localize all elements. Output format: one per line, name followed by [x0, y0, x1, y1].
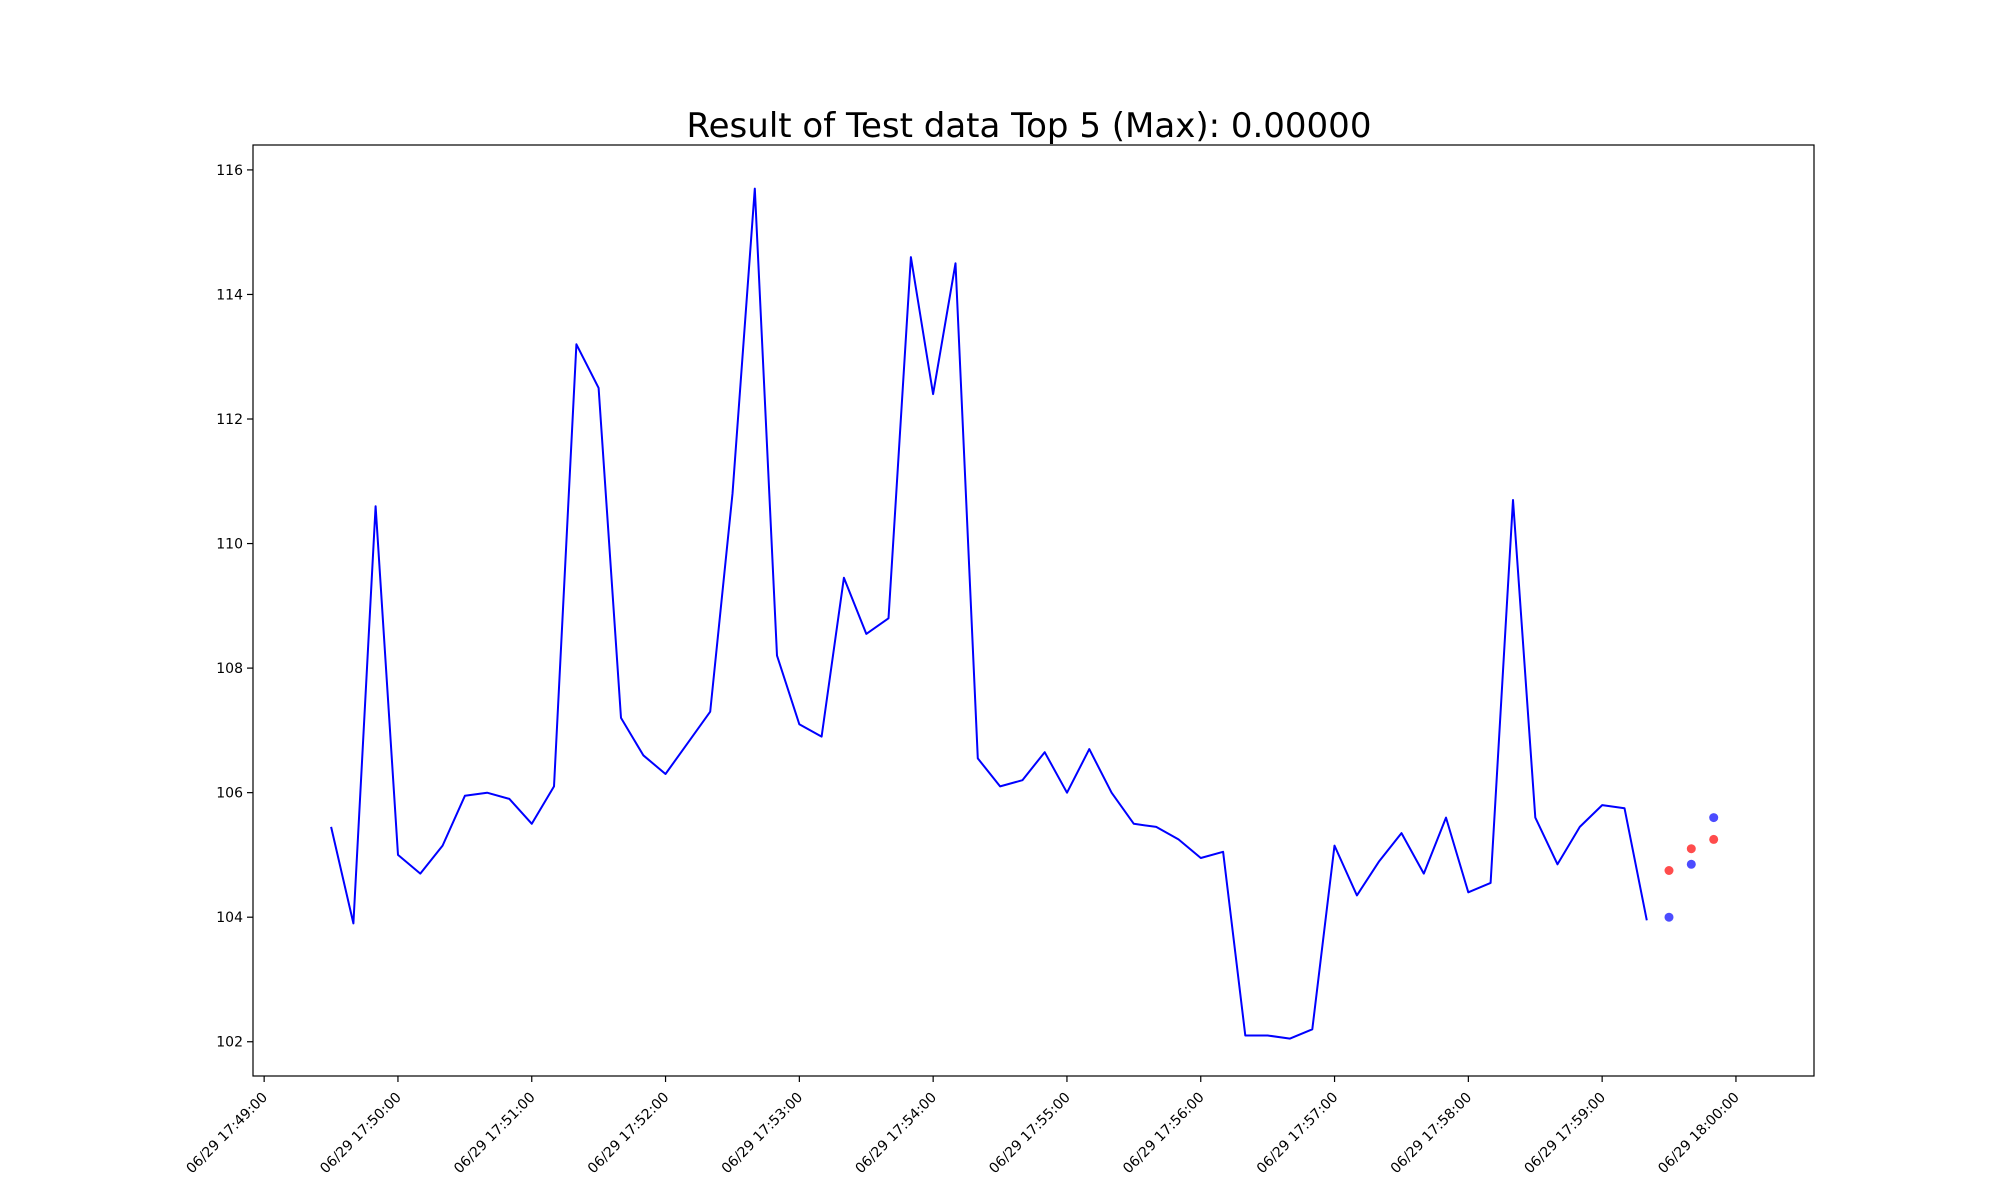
- x-tick-label: 06/29 17:55:00: [986, 1090, 1073, 1177]
- scatter-point-2-1: [1686, 859, 1696, 869]
- y-tick-label: 112: [216, 412, 243, 428]
- scatter-point-1-0: [1664, 866, 1674, 875]
- axes-frame: [252, 144, 1815, 1077]
- y-tick-label: 110: [216, 537, 243, 553]
- x-tick-label: 06/29 17:56:00: [1120, 1090, 1207, 1177]
- x-tick-label: 06/29 17:53:00: [719, 1090, 806, 1177]
- y-tick-label: 104: [216, 910, 243, 926]
- x-tick-label: 06/29 17:59:00: [1522, 1090, 1609, 1177]
- series-line-0: [330, 187, 1648, 1040]
- scatter-point-1-2: [1709, 834, 1719, 844]
- x-tick-label: 06/29 17:57:00: [1254, 1090, 1341, 1177]
- y-tick-label: 114: [216, 287, 243, 303]
- x-tick-label: 06/29 17:49:00: [184, 1090, 271, 1177]
- y-tick-label: 102: [216, 1035, 243, 1051]
- x-tick-label: 06/29 17:52:00: [585, 1090, 672, 1177]
- y-tick-label: 116: [216, 163, 243, 179]
- y-tick-label: 106: [216, 786, 243, 802]
- x-tick-label: 06/29 17:54:00: [853, 1090, 940, 1177]
- x-axis: 06/29 17:49:00 06/29 17:50:00 06/29 17:51:…: [184, 1076, 1743, 1177]
- x-tick-label: 06/29 17:58:00: [1388, 1090, 1475, 1177]
- x-tick-label: 06/29 18:00:00: [1655, 1090, 1742, 1177]
- plot-area: [330, 187, 1719, 1040]
- x-tick-label: 06/29 17:51:00: [451, 1090, 538, 1177]
- x-tick-label: 06/29 17:50:00: [317, 1090, 404, 1177]
- y-axis: 102 104 106 108 110 112 114 116: [216, 163, 253, 1051]
- scatter-point-2-0: [1664, 912, 1674, 922]
- scatter-point-1-1: [1686, 844, 1696, 854]
- chart-title: Result of Test data Top 5 (Max): 0.00000: [687, 106, 1372, 146]
- scatter-point-2-2: [1709, 813, 1719, 823]
- y-tick-label: 108: [216, 661, 243, 677]
